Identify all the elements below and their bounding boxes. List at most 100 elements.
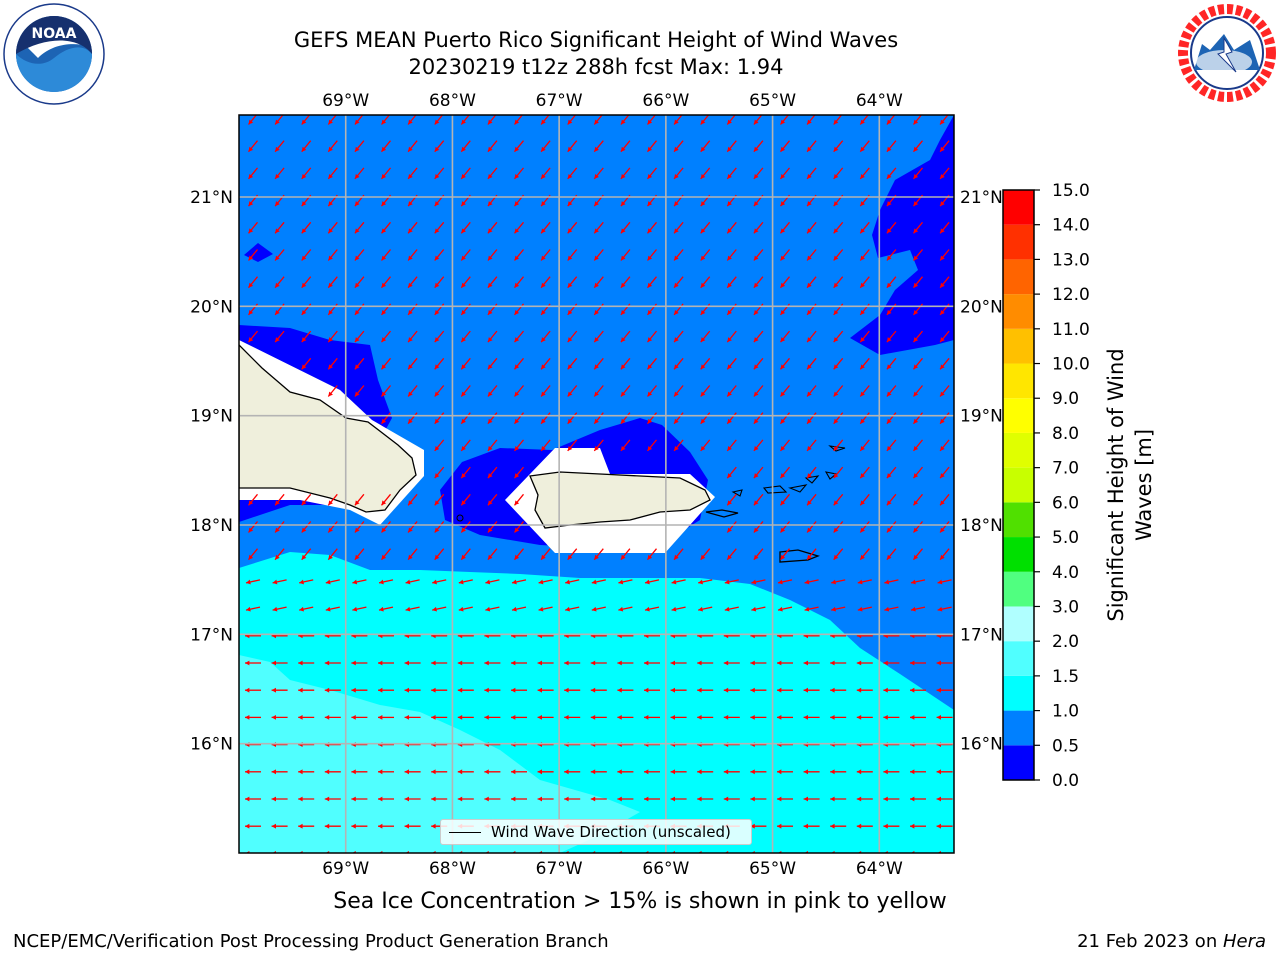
wave-direction-arrow: [886, 466, 897, 479]
wave-direction-arrow: [407, 385, 418, 397]
wave-direction-arrow: [407, 140, 418, 153]
wave-direction-arrow: [434, 140, 445, 153]
lat-label-left: 21°N: [190, 188, 233, 208]
wave-direction-arrow: [567, 330, 578, 343]
colorbar-swatch: [1003, 224, 1034, 260]
wave-direction-arrow: [777, 796, 793, 802]
wave-direction-arrow: [325, 579, 340, 585]
wave-direction-arrow: [856, 823, 873, 829]
lat-label-left: 20°N: [190, 297, 233, 317]
wave-direction-arrow: [245, 660, 261, 666]
wave-direction-arrow: [564, 769, 581, 775]
wave-direction-arrow: [274, 548, 285, 561]
wave-direction-arrow: [513, 493, 525, 506]
wave-direction-arrow: [806, 548, 817, 561]
wave-direction-arrow: [883, 823, 900, 829]
wave-direction-arrow: [590, 769, 607, 775]
wave-direction-arrow: [380, 548, 392, 561]
wave-direction-arrow: [511, 769, 527, 775]
lat-label-left: 16°N: [190, 735, 233, 755]
wave-direction-arrow: [460, 493, 471, 506]
colorbar-tick-label: 6.0: [1052, 493, 1079, 513]
longitude-labels-bottom: 69°W 68°W 67°W 66°W 65°W 64°W: [322, 859, 903, 879]
wave-direction-arrow: [912, 412, 924, 425]
wave-direction-arrow: [671, 579, 686, 585]
st-croix-island: [779, 549, 820, 563]
wave-direction-arrow: [540, 357, 551, 370]
wave-direction-arrow: [779, 221, 791, 234]
wave-direction-arrow: [458, 579, 473, 585]
wave-direction-arrow: [460, 330, 471, 343]
wave-direction-arrow: [750, 769, 767, 775]
wave-direction-arrow: [803, 796, 820, 802]
wave-direction-arrow: [513, 521, 525, 533]
wave-direction-arrow: [354, 249, 365, 261]
wave-direction-arrow: [274, 221, 285, 234]
wave-direction-arrow: [833, 167, 844, 180]
wave-direction-arrow: [378, 715, 394, 720]
wave-direction-arrow: [723, 796, 740, 802]
wave-direction-arrow: [405, 606, 420, 612]
wave-direction-arrow: [646, 330, 658, 343]
wave-direction-arrow: [407, 330, 418, 343]
wave-direction-arrow: [513, 330, 525, 343]
wave-direction-arrow: [540, 439, 551, 452]
wave-direction-arrow: [537, 769, 554, 775]
wave-direction-arrow: [407, 548, 418, 561]
wave-direction-arrow: [487, 521, 498, 533]
wave-direction-arrow: [460, 385, 471, 397]
wave-direction-arrow: [324, 823, 341, 829]
wave-direction-arrow: [859, 385, 870, 397]
wave-direction-arrow: [487, 548, 498, 561]
wave-direction-arrow: [617, 796, 634, 802]
wave-direction-arrow: [247, 493, 259, 506]
wave-direction-arrow: [806, 357, 817, 370]
colorbar-swatch: [1003, 745, 1034, 780]
wave-direction-arrow: [431, 687, 448, 693]
wave-direction-arrow: [457, 715, 474, 720]
wave-direction-arrow: [354, 548, 365, 561]
wave-direction-arrow: [806, 521, 817, 533]
wave-direction-arrow: [884, 606, 899, 612]
wave-direction-arrow: [324, 715, 341, 720]
wave-direction-arrow: [434, 412, 445, 425]
wave-direction-arrow: [301, 493, 312, 506]
wave-direction-arrow: [564, 796, 581, 802]
wave-direction-arrow: [460, 140, 471, 153]
wave-direction-arrow: [726, 548, 737, 561]
wave-direction-arrow: [404, 796, 421, 802]
wave-direction-arrow: [859, 357, 870, 370]
wave-direction-arrow: [324, 796, 341, 802]
wave-direction-arrow: [910, 606, 926, 612]
wave-direction-arrow: [700, 167, 711, 180]
wave-direction-arrow: [434, 548, 445, 561]
vieques-island: [705, 509, 739, 518]
wave-direction-arrow: [484, 660, 501, 666]
wave-direction-arrow: [540, 249, 551, 261]
wave-direction-arrow: [912, 493, 924, 506]
wave-direction-arrow: [301, 140, 312, 153]
wave-direction-arrow: [830, 823, 847, 829]
wave-direction-arrow: [620, 140, 631, 153]
wave-direction-arrow: [487, 276, 498, 289]
wave-direction-arrow: [434, 466, 445, 479]
wave-direction-arrow: [670, 687, 687, 693]
footer-host: Hera: [1222, 931, 1266, 952]
wave-direction-arrow: [833, 439, 844, 452]
wave-direction-arrow: [753, 167, 764, 180]
wave-direction-arrow: [833, 140, 844, 153]
wave-direction-arrow: [646, 412, 658, 425]
wave-direction-arrow: [540, 330, 551, 343]
wave-direction-arrow: [910, 579, 926, 585]
wave-direction-arrow: [939, 548, 950, 561]
wave-direction-arrow: [620, 385, 631, 397]
wave-direction-arrow: [457, 796, 474, 802]
wave-direction-arrow: [537, 715, 554, 720]
wave-direction-arrow: [617, 687, 634, 693]
wave-direction-arrow: [513, 357, 525, 370]
wave-direction-arrow: [567, 221, 578, 234]
wave-direction-arrow: [487, 412, 498, 425]
wave-direction-arrow: [779, 521, 791, 533]
wave-direction-arrow: [351, 687, 368, 693]
wave-direction-arrow: [726, 385, 737, 397]
